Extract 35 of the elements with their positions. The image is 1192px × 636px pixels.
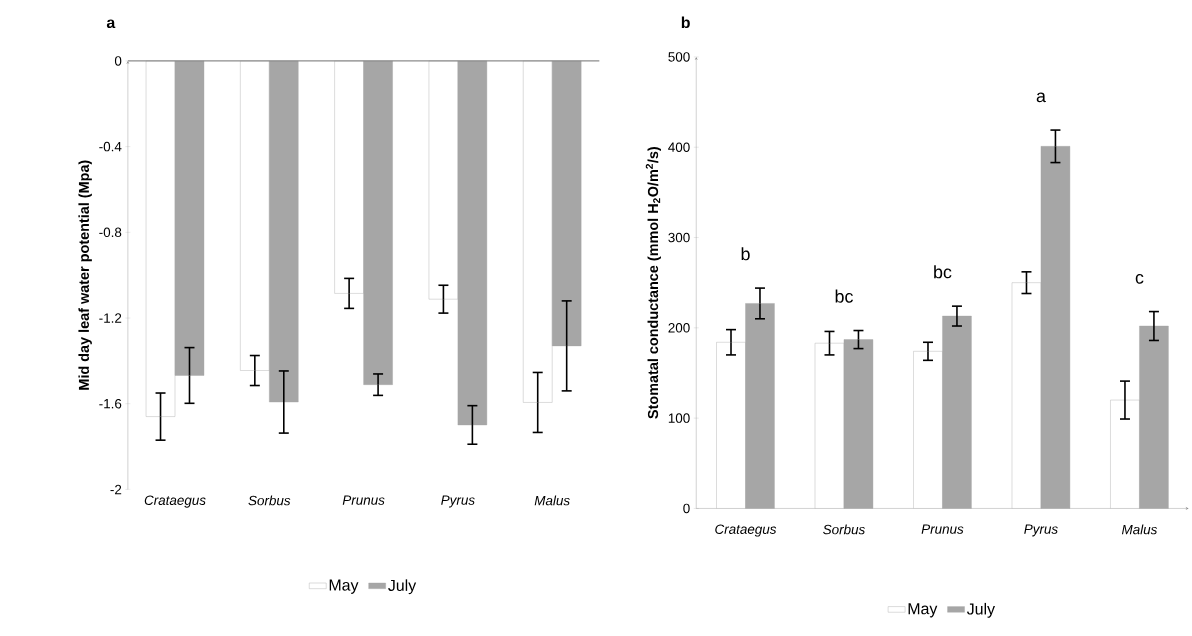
x-tick-label: Crataegus xyxy=(715,524,777,537)
y-tick-label: 0 xyxy=(114,56,122,66)
legend-label: May xyxy=(329,579,359,594)
y-tick-label: 200 xyxy=(668,322,690,333)
x-tick-label: Prunus xyxy=(342,495,385,505)
x-tick-label: Crataegus xyxy=(144,495,206,508)
y-tick-label: 500 xyxy=(668,52,690,62)
y-tick-label: -1.2 xyxy=(99,313,122,323)
y-axis-title: Mid day leaf water potential (Mpa) xyxy=(78,160,92,390)
x-tick-label: Malus xyxy=(534,495,570,506)
y-tick-label: -0.4 xyxy=(99,141,122,152)
annotation: a xyxy=(1036,92,1046,103)
x-tick-label: Malus xyxy=(1121,524,1158,535)
y-axis-title: Stomatal conductance (mmol H$_{2}$O/m$^{2}$/s) xyxy=(645,146,661,419)
y-tick-label: 100 xyxy=(668,413,690,423)
x-tick-label: Pyrus xyxy=(441,495,475,508)
y-tick-label: 400 xyxy=(668,142,690,152)
y-tick-label: -2 xyxy=(110,484,122,494)
annotation: bc xyxy=(934,265,952,279)
annotation: b xyxy=(741,247,750,261)
x-tick-label: Sorbus xyxy=(823,524,865,535)
y-tick-label: -0.8 xyxy=(99,227,122,237)
legend-label: May xyxy=(908,603,938,618)
annotation: c xyxy=(1135,273,1144,284)
legend-label: July xyxy=(388,579,417,595)
chart-title: a xyxy=(106,19,116,28)
y-tick-label: 0 xyxy=(683,503,690,514)
x-tick-label: Pyrus xyxy=(1024,524,1058,537)
x-tick-label: Prunus xyxy=(921,524,964,534)
chart-title: b xyxy=(681,16,690,28)
annotation: bc xyxy=(835,289,853,303)
y-tick-label: -1.6 xyxy=(99,398,122,409)
x-tick-label: Sorbus xyxy=(248,495,291,506)
legend-label: July xyxy=(966,602,995,618)
y-tick-label: 300 xyxy=(668,232,690,243)
